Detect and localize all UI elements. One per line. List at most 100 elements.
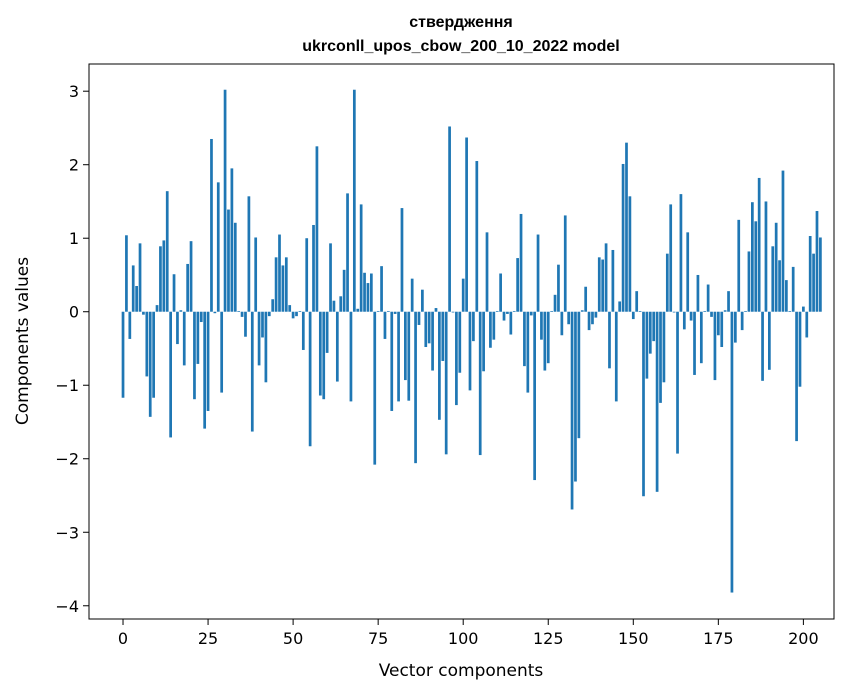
- bar-140: [597, 257, 601, 312]
- bar-90: [427, 311, 431, 344]
- bar-157: [655, 311, 659, 492]
- bar-143: [608, 311, 611, 369]
- bar-203: [812, 253, 815, 312]
- bar-142: [604, 243, 608, 312]
- bar-138: [591, 311, 594, 325]
- bar-57: [315, 146, 319, 312]
- bar-15: [172, 274, 176, 312]
- bar-102: [468, 311, 472, 391]
- bar-22: [196, 311, 200, 364]
- bar-174: [713, 311, 717, 381]
- bar-58: [318, 311, 322, 396]
- bar-186: [754, 221, 758, 312]
- x-tick-label: 25: [198, 629, 218, 648]
- bar-147: [621, 163, 625, 312]
- y-tick-label: 0: [69, 303, 79, 322]
- bar-73: [369, 273, 373, 312]
- bar-125: [546, 311, 550, 364]
- bar-123: [540, 311, 543, 340]
- bar-40: [257, 311, 261, 366]
- bar-23: [199, 311, 203, 323]
- bar-156: [652, 311, 656, 342]
- bar-139: [594, 311, 598, 318]
- bar-141: [601, 259, 605, 312]
- bar-204: [815, 211, 819, 312]
- bar-111: [499, 273, 502, 312]
- bar-115: [512, 310, 516, 312]
- bar-92: [434, 308, 438, 312]
- bar-51: [295, 311, 298, 317]
- bar-79: [390, 311, 394, 411]
- bar-153: [642, 311, 645, 497]
- bar-197: [791, 266, 795, 312]
- bar-135: [580, 310, 584, 312]
- bar-160: [665, 253, 669, 312]
- bar-185: [751, 202, 754, 312]
- bar-200: [802, 306, 805, 312]
- bar-26: [210, 138, 213, 312]
- bar-72: [366, 283, 370, 312]
- bar-150: [631, 311, 635, 320]
- bar-188: [761, 311, 764, 381]
- bar-107: [485, 232, 489, 312]
- bar-124: [543, 311, 547, 371]
- bar-55: [308, 311, 312, 447]
- x-tick-label: 0: [118, 629, 128, 648]
- bar-180: [733, 311, 737, 343]
- bar-68: [352, 89, 356, 312]
- bar-20: [189, 241, 193, 312]
- bar-35: [240, 311, 244, 317]
- x-axis-ticks: 0 25 50 75 100 125 150 175 200: [118, 619, 819, 648]
- bar-198: [795, 311, 798, 442]
- bar-192: [774, 222, 778, 312]
- bar-series: [121, 89, 822, 593]
- bar-45: [274, 257, 278, 312]
- x-tick-label: 100: [448, 629, 479, 648]
- bar-43: [267, 311, 271, 317]
- bar-136: [584, 286, 588, 312]
- bar-28: [216, 182, 220, 312]
- bar-46: [278, 234, 281, 312]
- x-tick-label: 150: [618, 629, 649, 648]
- bar-109: [492, 311, 496, 340]
- bar-179: [730, 311, 734, 593]
- bar-137: [587, 311, 591, 331]
- plot-frame: [88, 63, 835, 620]
- bar-120: [529, 311, 533, 316]
- bar-127: [553, 294, 557, 312]
- bar-151: [635, 291, 639, 312]
- bar-11: [159, 246, 162, 312]
- bar-10: [155, 305, 159, 312]
- bar-4: [135, 286, 138, 312]
- bar-195: [785, 280, 788, 312]
- y-axis-ticks: −4 −3 −2 −1 0 1 2 3: [55, 82, 89, 616]
- bar-64: [339, 296, 343, 312]
- bar-89: [424, 311, 428, 348]
- bar-33: [233, 222, 237, 312]
- bar-7: [145, 311, 149, 377]
- bar-8: [148, 311, 152, 417]
- bar-116: [516, 258, 519, 312]
- bar-168: [693, 311, 696, 375]
- bar-1: [125, 235, 128, 312]
- bar-0: [121, 311, 125, 398]
- bar-19: [186, 263, 190, 312]
- bar-82: [400, 208, 404, 312]
- bar-164: [679, 194, 683, 312]
- bar-106: [482, 311, 485, 372]
- bar-152: [638, 310, 642, 312]
- bar-52: [298, 310, 302, 312]
- bar-14: [169, 311, 172, 438]
- y-tick-label: −2: [55, 450, 79, 469]
- bar-41: [261, 311, 264, 338]
- bar-205: [819, 237, 822, 312]
- bar-75: [376, 310, 380, 312]
- bar-166: [686, 232, 690, 312]
- bar-117: [519, 213, 523, 312]
- bar-133: [574, 311, 577, 482]
- y-tick-label: 2: [69, 156, 79, 175]
- bar-53: [301, 311, 305, 350]
- bar-202: [808, 236, 812, 312]
- bar-191: [771, 246, 775, 312]
